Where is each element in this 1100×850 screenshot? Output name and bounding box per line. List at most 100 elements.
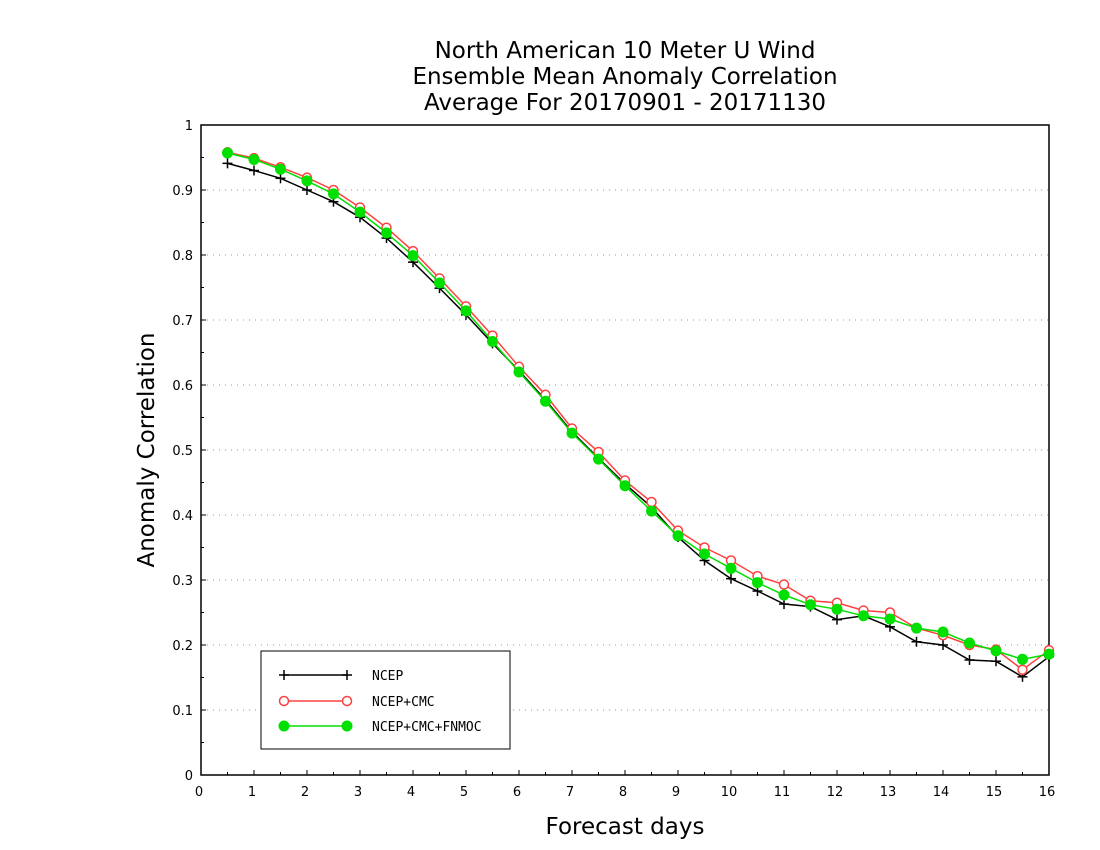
x-tick-label: 10 bbox=[721, 785, 738, 800]
data-point-filled-circle bbox=[540, 395, 551, 407]
chart-title-line: Ensemble Mean Anomaly Correlation bbox=[412, 64, 837, 90]
x-axis-ticks: 0 1 2 3 4 5 6 7 8 9 10 11 12 13 14 15 16 bbox=[195, 770, 1055, 800]
series-line bbox=[227, 162, 1050, 678]
data-point-filled-circle bbox=[646, 505, 657, 517]
data-point-filled-circle bbox=[593, 453, 604, 465]
y-tick-label: 0.2 bbox=[172, 639, 193, 654]
data-point-filled-circle bbox=[460, 305, 472, 317]
data-series bbox=[222, 147, 1055, 682]
x-tick-label: 6 bbox=[513, 785, 521, 800]
x-tick-label: 4 bbox=[407, 785, 415, 800]
legend-entry: NCEP+CMC bbox=[278, 695, 435, 710]
chart-title-line: North American 10 Meter U Wind bbox=[435, 38, 816, 64]
y-tick-label: 0.7 bbox=[172, 314, 193, 329]
x-tick-label: 11 bbox=[774, 785, 791, 800]
legend-label: NCEP bbox=[372, 669, 403, 684]
legend-label: NCEP+CMC+FNMOC bbox=[372, 720, 482, 735]
data-point-filled-circle bbox=[778, 589, 790, 601]
data-point-filled-circle bbox=[513, 366, 525, 378]
series-ncep-cmc bbox=[222, 147, 1055, 675]
data-point-plus bbox=[302, 185, 312, 195]
data-point-filled-circle bbox=[699, 548, 710, 560]
data-point-filled-circle bbox=[831, 603, 843, 615]
y-tick-label: 0.3 bbox=[172, 574, 193, 589]
legend-entry: NCEP+CMC+FNMOC bbox=[278, 720, 482, 735]
data-point-plus bbox=[222, 158, 233, 169]
grid-lines bbox=[201, 189, 1049, 711]
data-point-filled-circle bbox=[434, 277, 445, 289]
data-point-filled-circle bbox=[487, 335, 498, 347]
data-point-filled-circle bbox=[222, 147, 233, 159]
data-point-plus bbox=[911, 636, 922, 647]
y-tick-label: 0.6 bbox=[172, 379, 193, 394]
legend-box bbox=[260, 650, 511, 750]
y-axis-ticks: 0 0.1 0.2 0.3 0.4 0.5 0.6 0.7 0.8 0.9 1 bbox=[172, 119, 206, 784]
series-line bbox=[227, 151, 1050, 671]
y-tick-label: 0.5 bbox=[172, 444, 193, 459]
data-point-filled-circle bbox=[858, 610, 869, 622]
data-point-filled-circle bbox=[248, 153, 260, 165]
x-tick-label: 8 bbox=[619, 785, 627, 800]
data-point-plus bbox=[832, 614, 842, 625]
data-point-open-circle bbox=[778, 579, 790, 590]
data-point-filled-circle bbox=[964, 637, 975, 649]
legend-entry: NCEP bbox=[279, 669, 403, 684]
data-point-filled-circle bbox=[407, 250, 419, 262]
data-point-filled-circle bbox=[328, 188, 339, 200]
data-point-filled-circle bbox=[990, 645, 1002, 657]
data-point-plus bbox=[938, 640, 948, 650]
y-tick-label: 1 bbox=[185, 119, 193, 134]
x-tick-label: 2 bbox=[301, 785, 309, 800]
x-tick-label: 13 bbox=[880, 785, 897, 800]
data-point-filled-circle bbox=[381, 227, 392, 239]
legend: NCEP NCEP+CMC NCEP+CMC+FNMOC bbox=[260, 650, 511, 750]
data-point-open-circle bbox=[1017, 664, 1028, 675]
y-axis-label: Anomaly Correlation bbox=[134, 332, 160, 567]
data-point-filled-circle bbox=[752, 577, 763, 589]
data-point-plus bbox=[779, 599, 789, 610]
data-point-filled-circle bbox=[275, 163, 286, 175]
data-point-filled-circle bbox=[1017, 653, 1028, 665]
data-point-filled-circle bbox=[672, 530, 684, 542]
data-point-filled-circle bbox=[301, 175, 313, 187]
data-point-filled-circle bbox=[1043, 648, 1055, 660]
data-point-plus bbox=[991, 656, 1001, 667]
data-point-filled-circle bbox=[354, 206, 366, 218]
x-tick-label: 0 bbox=[195, 785, 203, 800]
y-tick-label: 0 bbox=[185, 769, 193, 784]
data-point-open-circle bbox=[646, 496, 657, 508]
data-point-filled-circle bbox=[937, 626, 949, 638]
data-point-plus bbox=[964, 654, 975, 665]
data-point-plus bbox=[726, 573, 736, 584]
data-point-filled-circle bbox=[911, 622, 922, 634]
x-tick-label: 1 bbox=[248, 785, 256, 800]
data-point-filled-circle bbox=[619, 480, 631, 492]
series-ncep-cmc-fnmoc bbox=[222, 147, 1055, 665]
x-tick-label: 7 bbox=[566, 785, 574, 800]
legend-label: NCEP+CMC bbox=[372, 695, 435, 710]
data-point-plus bbox=[342, 670, 352, 680]
data-point-plus bbox=[279, 670, 289, 680]
data-point-open-circle bbox=[278, 695, 290, 707]
series-line bbox=[227, 152, 1050, 661]
x-tick-label: 5 bbox=[460, 785, 468, 800]
data-point-filled-circle bbox=[341, 720, 353, 732]
data-point-plus bbox=[249, 165, 259, 176]
x-tick-label: 16 bbox=[1039, 785, 1056, 800]
y-tick-label: 0.8 bbox=[172, 249, 193, 264]
y-tick-label: 0.1 bbox=[172, 704, 193, 719]
series-ncep bbox=[222, 158, 1054, 682]
x-tick-label: 12 bbox=[827, 785, 844, 800]
data-point-filled-circle bbox=[725, 562, 737, 574]
x-tick-label: 15 bbox=[986, 785, 1003, 800]
data-point-plus bbox=[275, 173, 286, 184]
x-axis-label: Forecast days bbox=[546, 814, 705, 840]
x-tick-label: 9 bbox=[672, 785, 680, 800]
y-tick-label: 0.4 bbox=[172, 509, 193, 524]
data-point-filled-circle bbox=[805, 599, 816, 611]
data-point-filled-circle bbox=[278, 720, 290, 732]
data-point-filled-circle bbox=[884, 613, 896, 625]
